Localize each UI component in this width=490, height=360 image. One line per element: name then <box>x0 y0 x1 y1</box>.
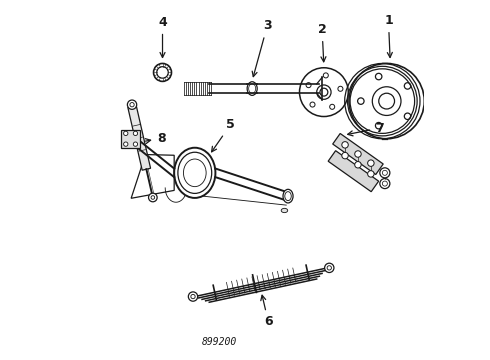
Circle shape <box>123 142 128 146</box>
Text: 2: 2 <box>318 23 326 62</box>
Polygon shape <box>121 130 140 148</box>
Polygon shape <box>128 105 150 170</box>
Text: 3: 3 <box>252 19 271 77</box>
Ellipse shape <box>283 189 293 203</box>
Text: 4: 4 <box>158 16 167 58</box>
Circle shape <box>127 100 137 109</box>
Circle shape <box>133 142 138 146</box>
Text: 5: 5 <box>212 118 235 152</box>
Circle shape <box>355 162 361 168</box>
Text: 899200: 899200 <box>202 337 238 347</box>
Circle shape <box>368 171 374 177</box>
Circle shape <box>324 263 334 273</box>
Circle shape <box>342 152 348 159</box>
Text: 8: 8 <box>145 132 166 145</box>
Circle shape <box>368 160 374 166</box>
Ellipse shape <box>174 148 216 198</box>
Circle shape <box>148 193 157 202</box>
Text: 6: 6 <box>261 295 272 328</box>
Polygon shape <box>333 134 383 175</box>
Circle shape <box>123 131 128 135</box>
Text: 7: 7 <box>348 122 384 136</box>
Polygon shape <box>328 151 379 192</box>
Ellipse shape <box>247 82 257 95</box>
Circle shape <box>355 151 361 157</box>
Circle shape <box>188 292 197 301</box>
Circle shape <box>133 131 138 135</box>
Circle shape <box>380 168 390 178</box>
Circle shape <box>380 179 390 189</box>
Text: 1: 1 <box>384 14 393 58</box>
Circle shape <box>342 141 348 148</box>
Ellipse shape <box>281 208 288 213</box>
